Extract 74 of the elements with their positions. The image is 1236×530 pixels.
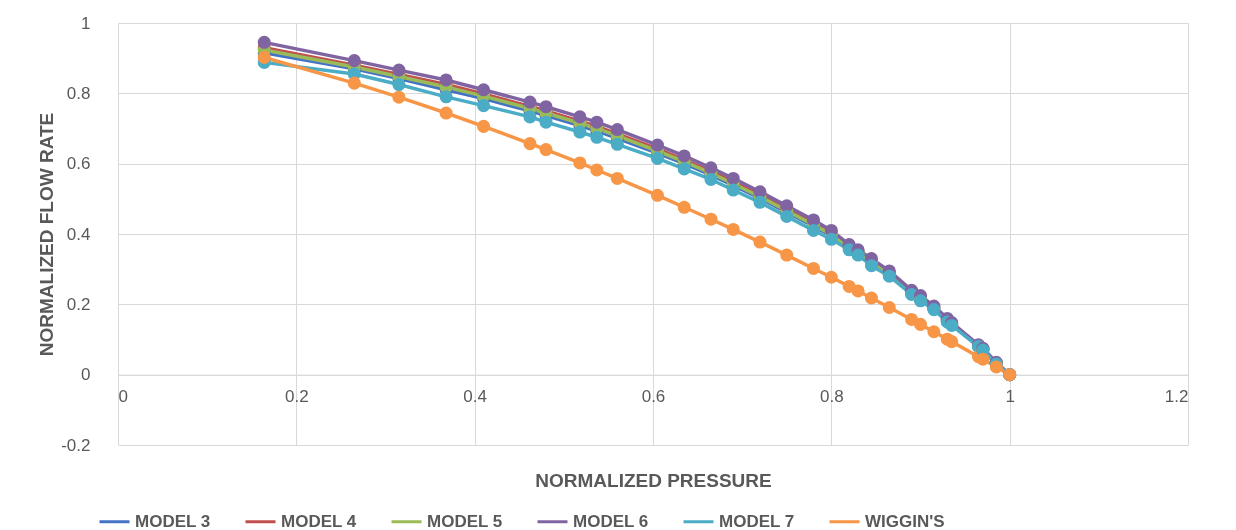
point [573,156,587,170]
point [677,162,691,176]
y-tick-label: 0.2 [66,294,91,314]
point [477,99,491,113]
legend-label: MODEL 7 [719,511,795,530]
x-tick-label: 0.2 [285,387,309,407]
point [927,325,941,339]
legend-label: MODEL 5 [427,511,503,530]
x-tick-label: 0.8 [820,387,844,407]
point [677,149,691,163]
point [726,171,740,185]
point [824,270,838,284]
point [477,119,491,133]
point [590,115,604,129]
y-tick-label: 0.6 [66,154,91,174]
x-tick-label: 1 [1005,387,1015,407]
point [976,352,990,366]
point [347,76,361,90]
point [439,106,453,120]
point [257,50,271,64]
point [392,78,406,92]
x-tick-label: 0.6 [641,387,666,407]
point [523,137,537,151]
point [704,172,718,186]
point [726,222,740,236]
y-tick-label: 0.4 [66,224,91,244]
point [913,317,928,331]
y-tick-label: 1 [81,13,91,33]
point [851,284,865,298]
point [780,248,794,262]
point [945,335,959,349]
y-tick-label: -0.2 [61,435,91,455]
x-tick-label: 0 [118,387,128,407]
y-tick-label: 0 [81,365,91,385]
point [780,209,794,223]
point [677,200,691,214]
point [610,123,624,137]
point [590,163,604,177]
point [610,171,624,185]
legend-label: MODEL 6 [573,511,649,530]
point [439,73,453,87]
point [523,95,537,109]
point [806,223,821,237]
point [753,235,767,249]
point [573,110,587,124]
x-tick-label: 1.2 [1164,387,1189,407]
point [392,63,406,77]
point [590,130,604,144]
point [539,100,553,114]
point [806,261,821,275]
legend-label: WIGGIN'S [865,511,945,530]
point [650,188,664,202]
point [523,110,537,124]
point [573,125,587,139]
point [257,35,271,49]
point [704,212,718,226]
x-tick-label: 0.4 [463,387,487,407]
point [650,138,664,152]
y-axis-title: NORMALIZED FLOW RATE [36,112,58,357]
point [650,151,664,165]
point [539,143,553,157]
x-axis-title: NORMALIZED PRESSURE [535,469,772,491]
point [610,137,624,151]
point [726,183,740,197]
legend-label: MODEL 4 [281,511,357,530]
point [392,90,406,104]
point [439,90,453,104]
point [864,291,878,305]
point [347,54,361,68]
point [477,83,491,97]
y-tick-label: 0.8 [66,83,91,103]
point [539,115,553,129]
legend-label: MODEL 3 [135,511,211,530]
point [882,300,896,314]
